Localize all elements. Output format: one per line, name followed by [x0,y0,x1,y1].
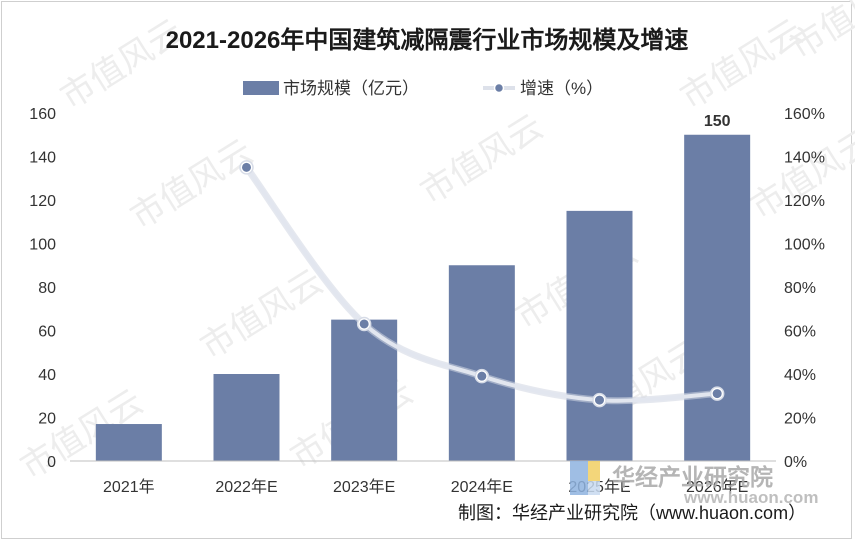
watermark-text: 市值风云 [194,262,331,368]
bar [213,374,280,461]
legend-swatch-marker [493,82,505,94]
bar-data-label: 150 [704,113,731,130]
y-right-tick-label: 160% [784,106,825,123]
logo-watermark: 华经产业研究院 www.huaon.com [570,461,818,507]
watermark-text: 市值风云 [674,12,811,118]
y-right-tick-label: 20% [784,411,816,428]
y-right-tick-label: 140% [784,150,825,167]
bar [684,134,751,461]
watermark-text: 市值风云 [744,122,855,228]
growth-marker [477,371,487,381]
watermark-text: 市值风云 [784,0,855,68]
y-left-tick-label: 120 [29,193,56,210]
growth-marker [359,319,369,329]
bar [448,265,515,461]
logo-url: www.huaon.com [683,488,818,507]
y-axis-left: 0 20 40 60 80 100 120 140 160 [29,106,56,471]
bar-series [95,134,751,461]
x-tick-label: 2021年 [103,478,155,496]
y-left-tick-label: 0 [47,454,56,471]
y-left-tick-label: 160 [29,106,56,123]
y-left-tick-label: 80 [38,280,56,297]
logo-block-yellow [588,461,600,481]
bar [566,210,633,461]
y-right-tick-label: 120% [784,193,825,210]
y-right-tick-label: 40% [784,367,816,384]
watermark-text: 市值风云 [414,107,551,213]
growth-line [244,165,720,403]
logo-text: 华经产业研究院 [612,464,773,490]
y-axis-right: 0% 20% 40% 60% 80% 100% 120% 140% 160% [784,106,825,471]
x-tick-label: 2026年E [686,478,748,496]
y-right-tick-label: 0% [784,454,807,471]
legend-label-bar: 市场规模（亿元） [283,79,419,98]
y-left-tick-label: 40 [38,367,56,384]
growth-marker [242,162,251,172]
chart-title: 2021-2026年中国建筑减隔震行业市场规模及增速 [166,26,689,54]
logo-block-blue [570,461,588,495]
legend: 市场规模（亿元） 增速（%） [243,79,603,98]
x-tick-label: 2023年E [333,478,395,496]
data-labels: 150 [704,113,731,130]
legend-label-line: 增速（%） [520,79,603,98]
growth-marker [712,389,722,399]
y-left-tick-label: 140 [29,150,56,167]
y-left-tick-label: 60 [38,324,56,341]
source-note: 制图：华经产业研究院（www.huaon.com） [458,503,806,523]
logo-block-light [588,481,600,495]
line-series [239,160,725,408]
y-right-tick-label: 80% [784,280,816,297]
y-right-tick-label: 100% [784,237,825,254]
y-left-tick-label: 100 [29,237,56,254]
legend-swatch-bar [243,81,279,95]
y-left-tick-label: 20 [38,411,56,428]
bar [95,424,162,461]
x-tick-label: 2024年E [451,478,513,496]
watermark-text: 市值风云 [124,132,261,238]
x-tick-label: 2022年E [215,478,277,496]
y-right-tick-label: 60% [784,324,816,341]
growth-marker [595,395,604,405]
